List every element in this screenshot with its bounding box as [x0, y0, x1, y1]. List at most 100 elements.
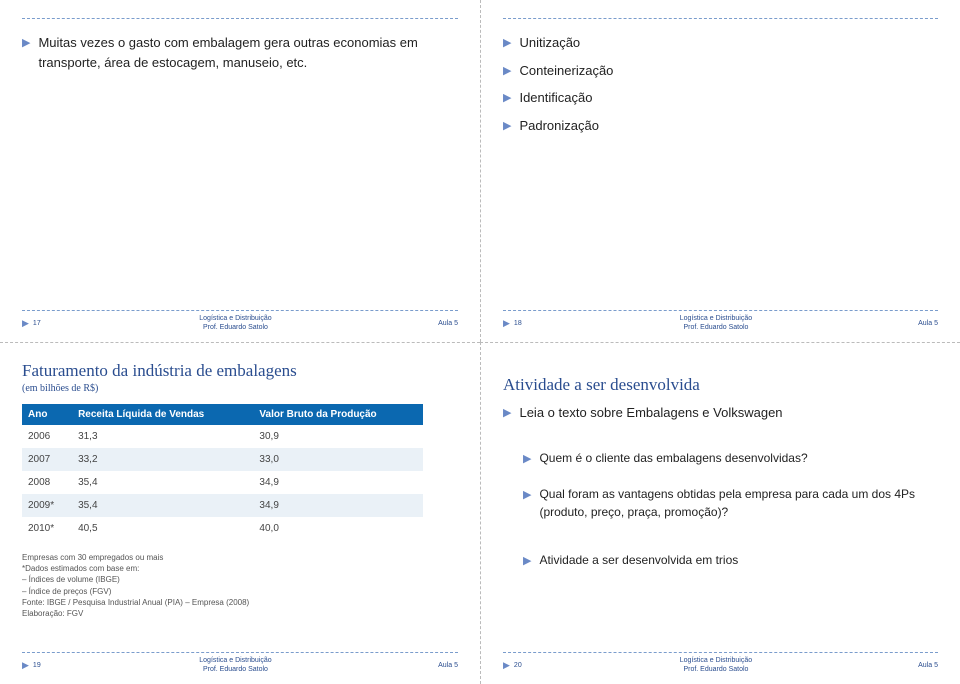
footer-line1: Logística e Distribuição [199, 315, 271, 322]
footer-center: Logística e Distribuição Prof. Eduardo S… [544, 657, 888, 674]
table-row: 2009* 35,4 34,9 [22, 494, 423, 517]
bullet-arrow-icon: ▶ [503, 116, 511, 135]
slide-content: ▶ Unitização ▶ Conteinerização ▶ Identif… [503, 33, 938, 310]
slide-footer: ▶ 18 Logística e Distribuição Prof. Edua… [503, 310, 938, 332]
bullet-item: ▶ Unitização [503, 33, 938, 53]
footer-arrow-icon: ▶ [503, 318, 510, 329]
table-cell: 34,9 [253, 471, 423, 494]
footer-arrow-icon: ▶ [22, 660, 29, 671]
table-header: Ano [22, 404, 72, 425]
slide-content: ▶ Muitas vezes o gasto com embalagem ger… [22, 33, 458, 310]
bullet-item: ▶ Conteinerização [503, 61, 938, 81]
slide-content: Atividade a ser desenvolvida ▶ Leia o te… [503, 361, 938, 652]
table-row: 2007 33,2 33,0 [22, 448, 423, 471]
footer-right: Aula 5 [408, 320, 458, 327]
table-cell: 35,4 [72, 471, 253, 494]
footer-right: Aula 5 [408, 662, 458, 669]
bullet-text: Identificação [519, 88, 592, 108]
bullet-arrow-icon: ▶ [503, 403, 511, 422]
bullet-arrow-icon: ▶ [22, 33, 30, 52]
table-cell: 31,3 [72, 425, 253, 448]
note-line: Elaboração: FGV [22, 608, 458, 619]
table-row: 2010* 40,5 40,0 [22, 517, 423, 540]
table-cell: 34,9 [253, 494, 423, 517]
bullet-item: ▶ Padronização [503, 116, 938, 136]
slide-footer: ▶ 17 Logística e Distribuição Prof. Edua… [22, 310, 458, 332]
top-divider [22, 18, 458, 19]
slide-20: Atividade a ser desenvolvida ▶ Leia o te… [480, 342, 960, 684]
footer-line2: Prof. Eduardo Satolo [203, 324, 268, 331]
footer-center: Logística e Distribuição Prof. Eduardo S… [63, 657, 408, 674]
bullet-text: Padronização [519, 116, 599, 136]
footer-line2: Prof. Eduardo Satolo [683, 324, 748, 331]
table-cell: 2009* [22, 494, 72, 517]
table-cell: 2008 [22, 471, 72, 494]
bullet-arrow-icon: ▶ [523, 485, 531, 504]
note-line: – Índices de volume (IBGE) [22, 574, 458, 585]
slide-number: 19 [33, 662, 63, 669]
footer-line2: Prof. Eduardo Satolo [683, 666, 748, 673]
footer-line1: Logística e Distribuição [680, 315, 752, 322]
note-line: *Dados estimados com base em: [22, 563, 458, 574]
slide-19: Faturamento da indústria de embalagens (… [0, 342, 480, 684]
slide-18: ▶ Unitização ▶ Conteinerização ▶ Identif… [480, 0, 960, 342]
bullet-text: Muitas vezes o gasto com embalagem gera … [38, 33, 458, 72]
bullet-text: Qual foram as vantagens obtidas pela emp… [539, 485, 938, 521]
bullet-text: Quem é o cliente das embalagens desenvol… [539, 449, 807, 467]
table-cell: 2010* [22, 517, 72, 540]
revenue-table: Ano Receita Líquida de Vendas Valor Brut… [22, 404, 423, 540]
slide-number: 18 [514, 320, 544, 327]
bullet-text: Unitização [519, 33, 580, 53]
footer-line1: Logística e Distribuição [199, 657, 271, 664]
table-cell: 30,9 [253, 425, 423, 448]
footer-center: Logística e Distribuição Prof. Eduardo S… [544, 315, 888, 332]
bullet-arrow-icon: ▶ [523, 449, 531, 468]
bullet-item-sub: ▶ Atividade a ser desenvolvida em trios [523, 551, 938, 570]
table-body: 2006 31,3 30,9 2007 33,2 33,0 2008 35,4 … [22, 425, 423, 540]
table-cell: 40,5 [72, 517, 253, 540]
table-header: Receita Líquida de Vendas [72, 404, 253, 425]
note-line: Empresas com 30 empregados ou mais [22, 552, 458, 563]
top-divider [503, 18, 938, 19]
table-cell: 2007 [22, 448, 72, 471]
note-line: Fonte: IBGE / Pesquisa Industrial Anual … [22, 597, 458, 608]
table-cell: 33,0 [253, 448, 423, 471]
footer-center: Logística e Distribuição Prof. Eduardo S… [63, 315, 408, 332]
bullet-text: Atividade a ser desenvolvida em trios [539, 551, 738, 569]
bullet-item-sub: ▶ Qual foram as vantagens obtidas pela e… [523, 485, 938, 521]
slide-17: ▶ Muitas vezes o gasto com embalagem ger… [0, 0, 480, 342]
table-header: Valor Bruto da Produção [253, 404, 423, 425]
slide-content: Faturamento da indústria de embalagens (… [22, 361, 458, 652]
bullet-item: ▶ Identificação [503, 88, 938, 108]
slide-footer: ▶ 20 Logística e Distribuição Prof. Edua… [503, 652, 938, 674]
footer-arrow-icon: ▶ [22, 318, 29, 329]
slide-title: Atividade a ser desenvolvida [503, 375, 938, 395]
bullet-text: Conteinerização [519, 61, 613, 81]
bullet-arrow-icon: ▶ [523, 551, 531, 570]
bullet-item: ▶ Leia o texto sobre Embalagens e Volksw… [503, 403, 938, 423]
table-row: 2006 31,3 30,9 [22, 425, 423, 448]
note-line: – Índice de preços (FGV) [22, 586, 458, 597]
footer-right: Aula 5 [888, 662, 938, 669]
bullet-item-sub: ▶ Quem é o cliente das embalagens desenv… [523, 449, 938, 468]
slide-title: Faturamento da indústria de embalagens [22, 361, 458, 381]
table-cell: 33,2 [72, 448, 253, 471]
bullet-item: ▶ Muitas vezes o gasto com embalagem ger… [22, 33, 458, 72]
slide-footer: ▶ 19 Logística e Distribuição Prof. Edua… [22, 652, 458, 674]
bullet-arrow-icon: ▶ [503, 88, 511, 107]
footer-arrow-icon: ▶ [503, 660, 510, 671]
slide-number: 20 [514, 662, 544, 669]
slide-number: 17 [33, 320, 63, 327]
table-notes: Empresas com 30 empregados ou mais *Dado… [22, 552, 458, 619]
table-cell: 40,0 [253, 517, 423, 540]
bullet-arrow-icon: ▶ [503, 61, 511, 80]
slide-grid: ▶ Muitas vezes o gasto com embalagem ger… [0, 0, 960, 684]
table-cell: 35,4 [72, 494, 253, 517]
footer-right: Aula 5 [888, 320, 938, 327]
bullet-text: Leia o texto sobre Embalagens e Volkswag… [519, 403, 782, 423]
table-cell: 2006 [22, 425, 72, 448]
slide-subtitle: (em bilhões de R$) [22, 383, 458, 394]
bullet-arrow-icon: ▶ [503, 33, 511, 52]
footer-line1: Logística e Distribuição [680, 657, 752, 664]
footer-line2: Prof. Eduardo Satolo [203, 666, 268, 673]
